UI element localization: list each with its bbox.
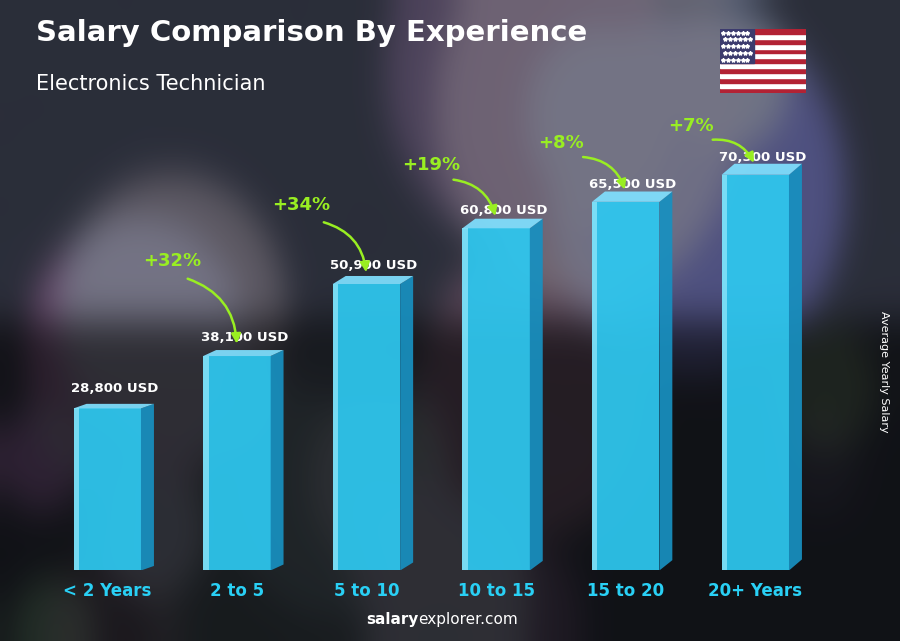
Polygon shape <box>463 228 530 570</box>
Bar <box>720 49 806 53</box>
Polygon shape <box>789 163 802 570</box>
Bar <box>720 44 806 49</box>
Polygon shape <box>203 350 284 356</box>
Text: +32%: +32% <box>143 252 201 270</box>
Polygon shape <box>333 284 400 570</box>
Polygon shape <box>333 284 338 570</box>
Bar <box>720 53 806 58</box>
Text: +34%: +34% <box>273 196 330 213</box>
Polygon shape <box>74 404 154 408</box>
Text: Electronics Technician: Electronics Technician <box>36 74 266 94</box>
Bar <box>720 73 806 78</box>
Bar <box>720 78 806 83</box>
Bar <box>720 69 806 73</box>
Polygon shape <box>592 192 672 202</box>
Polygon shape <box>463 219 543 228</box>
Bar <box>720 88 806 93</box>
Polygon shape <box>592 202 660 570</box>
Polygon shape <box>660 192 672 570</box>
Text: +8%: +8% <box>538 134 584 152</box>
Text: +7%: +7% <box>668 117 714 135</box>
Bar <box>720 34 806 38</box>
Text: +19%: +19% <box>402 156 460 174</box>
Polygon shape <box>592 202 598 570</box>
Polygon shape <box>463 228 468 570</box>
Text: Salary Comparison By Experience: Salary Comparison By Experience <box>36 19 587 47</box>
Text: Average Yearly Salary: Average Yearly Salary <box>878 311 889 433</box>
Bar <box>720 38 806 44</box>
Text: 60,800 USD: 60,800 USD <box>460 204 547 217</box>
Polygon shape <box>271 350 284 570</box>
Polygon shape <box>722 175 789 570</box>
Polygon shape <box>530 219 543 570</box>
Text: salary: salary <box>366 612 418 627</box>
Polygon shape <box>203 356 209 570</box>
Polygon shape <box>141 404 154 570</box>
Text: 50,900 USD: 50,900 USD <box>330 258 418 272</box>
Polygon shape <box>203 356 271 570</box>
Bar <box>720 29 806 34</box>
Bar <box>720 58 806 63</box>
Text: 70,300 USD: 70,300 USD <box>719 151 806 163</box>
Polygon shape <box>74 408 79 570</box>
Polygon shape <box>722 163 802 175</box>
Polygon shape <box>722 175 727 570</box>
Bar <box>720 83 806 88</box>
Text: explorer.com: explorer.com <box>418 612 518 627</box>
Bar <box>720 29 754 63</box>
Text: 28,800 USD: 28,800 USD <box>71 382 158 395</box>
Bar <box>720 63 806 69</box>
Polygon shape <box>400 276 413 570</box>
Polygon shape <box>333 276 413 284</box>
Text: 38,100 USD: 38,100 USD <box>201 331 288 344</box>
Polygon shape <box>74 408 141 570</box>
Text: 65,500 USD: 65,500 USD <box>590 178 677 190</box>
